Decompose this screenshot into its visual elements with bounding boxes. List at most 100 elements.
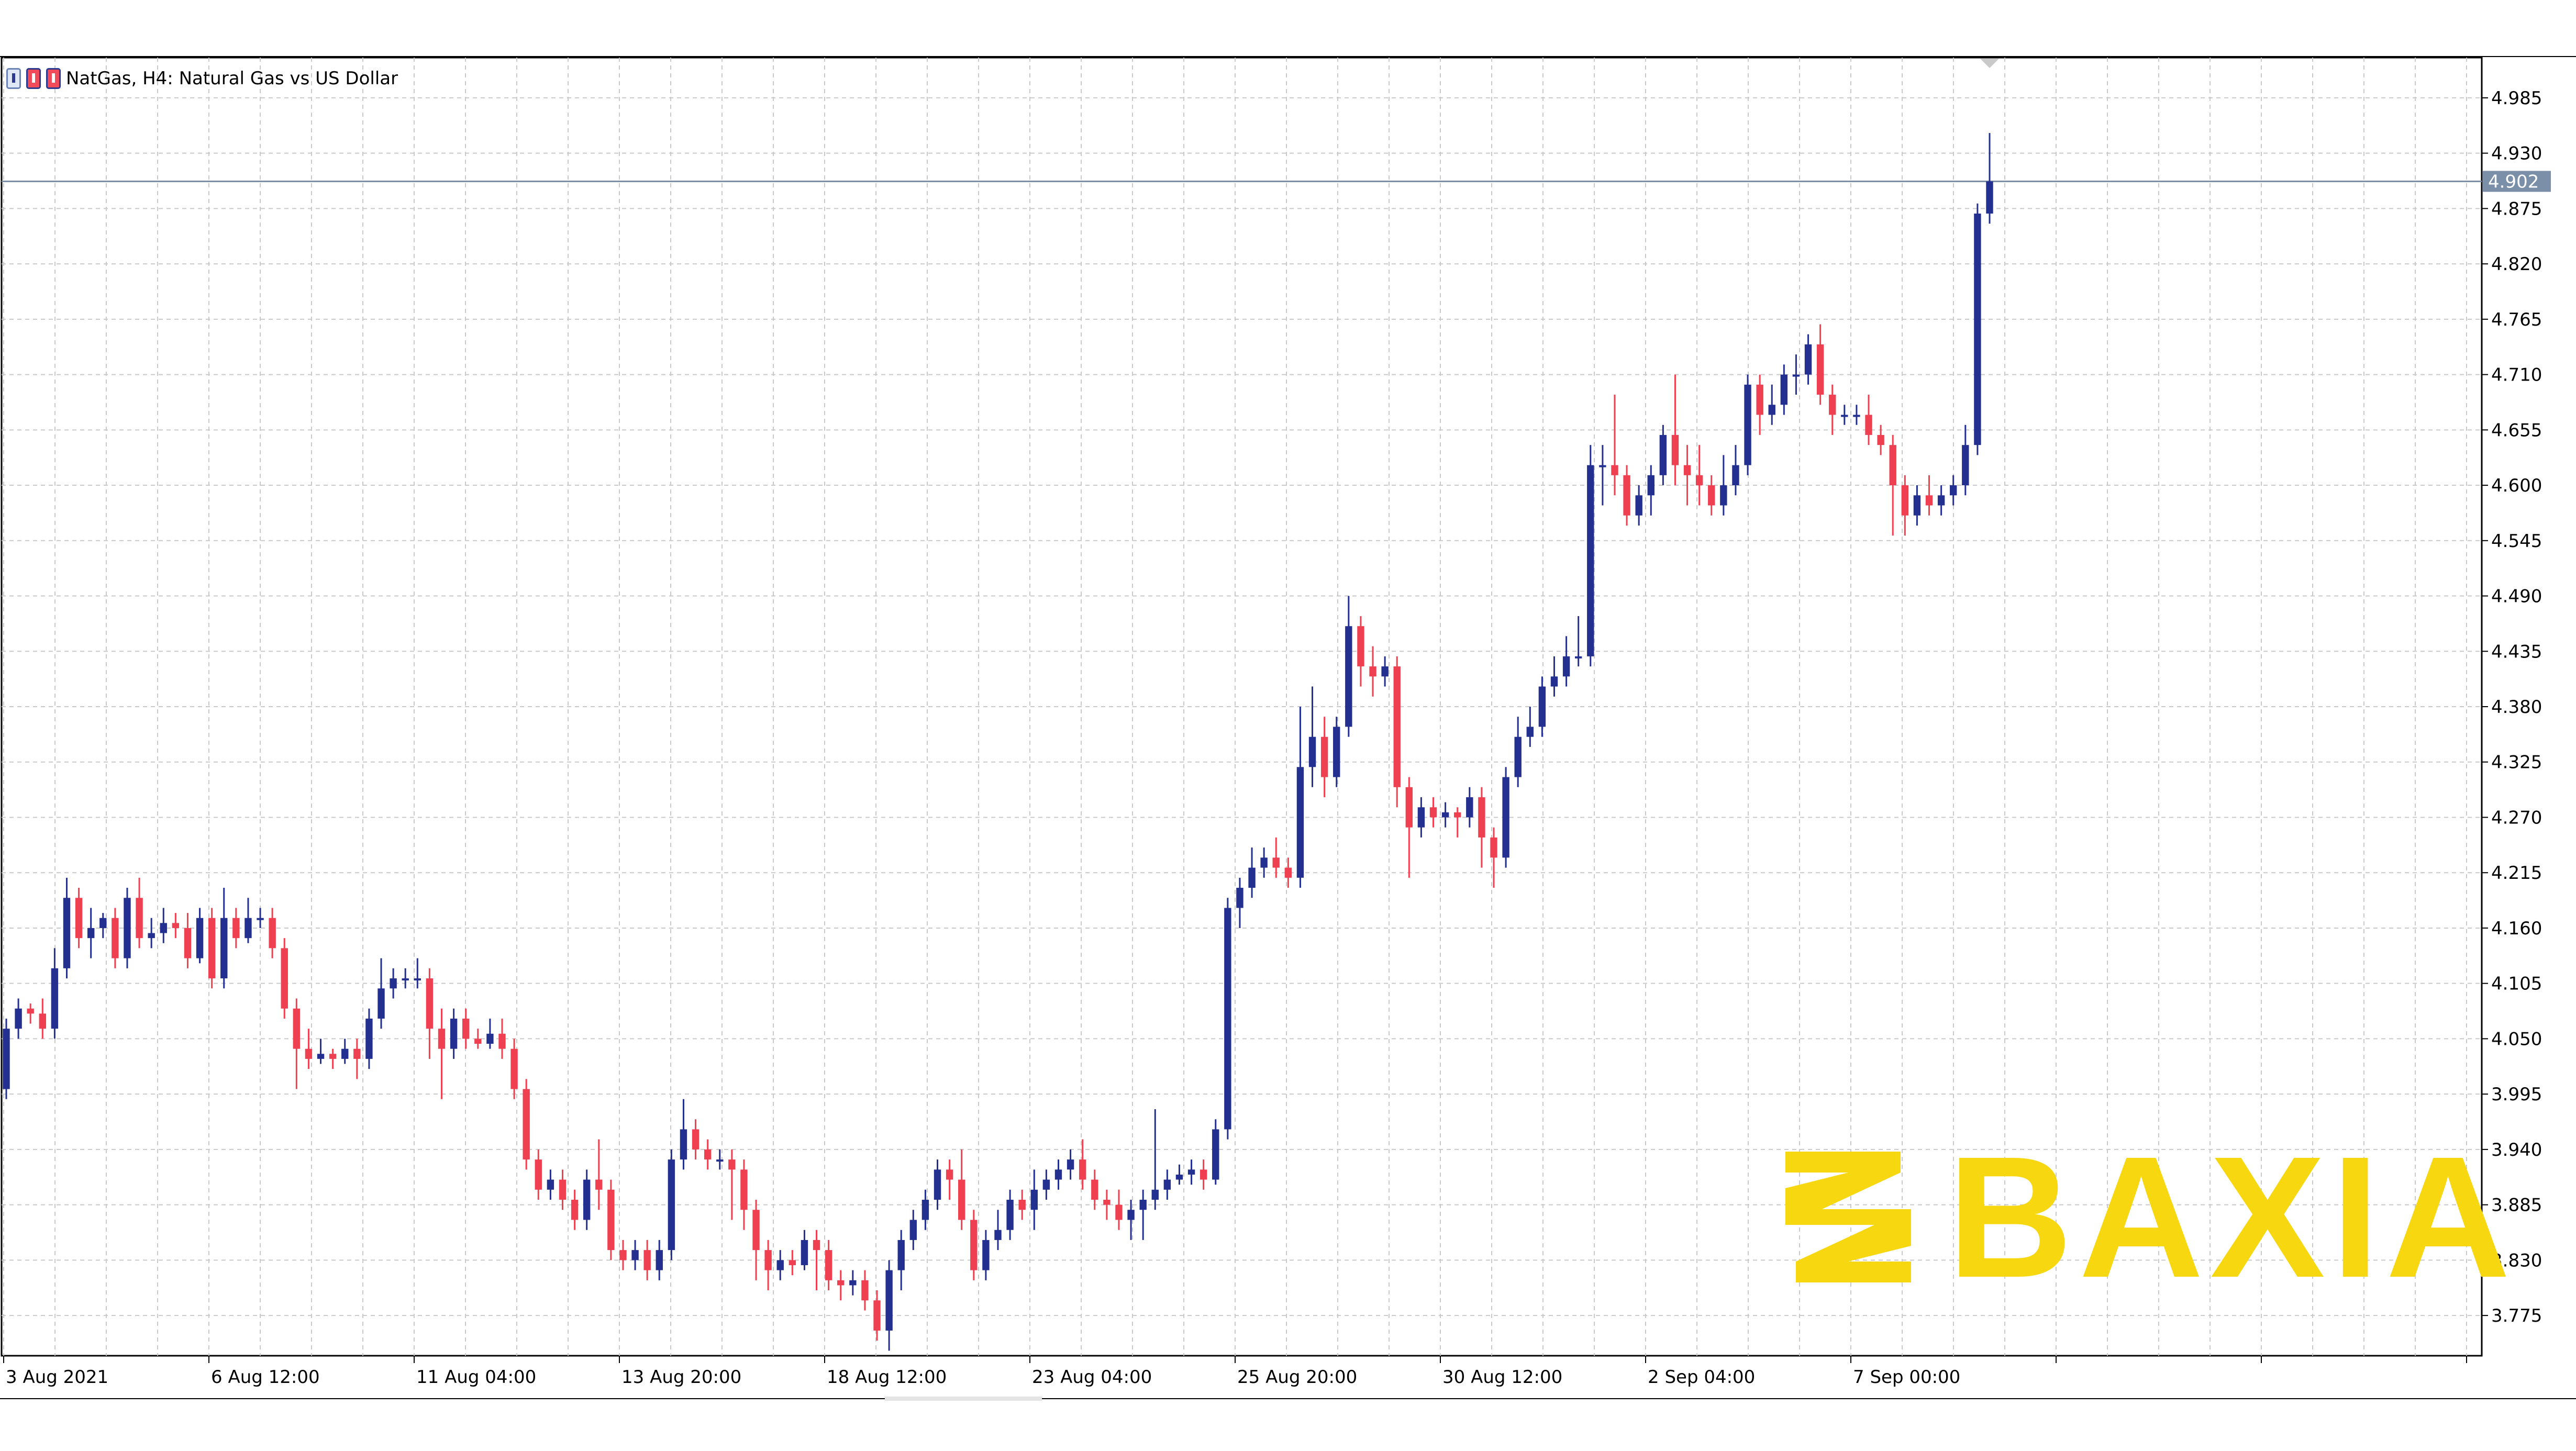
- candle-body: [752, 1210, 760, 1251]
- candle: [1829, 384, 1836, 435]
- candle: [124, 888, 131, 968]
- candle: [245, 898, 252, 943]
- candle-body: [668, 1159, 675, 1251]
- candle-body: [196, 918, 204, 958]
- candle: [1067, 1149, 1074, 1180]
- candle: [1187, 1159, 1195, 1185]
- candle: [1441, 802, 1449, 828]
- candle-body: [377, 988, 385, 1019]
- candle: [353, 1039, 361, 1079]
- candle-body: [643, 1250, 651, 1270]
- candle-body: [172, 923, 180, 928]
- baxia-watermark: BAXIA: [1785, 1131, 2517, 1303]
- candle: [1792, 354, 1800, 395]
- candle: [970, 1210, 978, 1280]
- candle: [1853, 405, 1860, 425]
- candle-body: [498, 1033, 506, 1049]
- candle-body: [825, 1250, 832, 1280]
- chart-title-bar: NatGas, H4: Natural Gas vs US Dollar: [6, 64, 398, 93]
- candle-body: [1454, 812, 1461, 818]
- candle: [547, 1169, 554, 1200]
- current-price-label-bg: [2483, 171, 2551, 192]
- candle: [1562, 636, 1570, 687]
- chart-window-icon[interactable]: [6, 68, 21, 89]
- candle: [365, 1008, 373, 1069]
- candle-body: [921, 1200, 929, 1220]
- candle-body: [873, 1300, 881, 1331]
- symbol-color-icon-2[interactable]: [46, 68, 61, 89]
- candle: [1708, 475, 1715, 516]
- candle: [112, 908, 119, 968]
- candle: [1937, 485, 1945, 516]
- candle-body: [1502, 777, 1509, 858]
- candle: [1780, 364, 1788, 415]
- candle-body: [1296, 767, 1304, 878]
- candles: [3, 133, 1993, 1351]
- candle: [1296, 707, 1304, 888]
- candle-body: [1320, 736, 1328, 777]
- candle: [559, 1169, 567, 1210]
- candle-body: [1913, 495, 1921, 516]
- candle: [1345, 596, 1352, 737]
- candle: [450, 1008, 458, 1059]
- candle-body: [1611, 465, 1618, 475]
- candle-body: [426, 978, 434, 1029]
- candle-body: [87, 928, 95, 939]
- candle-body: [1248, 867, 1256, 888]
- candle-body: [897, 1240, 905, 1270]
- candle-body: [1768, 405, 1775, 415]
- candle: [1429, 797, 1437, 828]
- symbol-color-icon[interactable]: [26, 68, 41, 89]
- candle-body: [317, 1054, 325, 1059]
- candle-body: [1720, 485, 1727, 506]
- candle: [51, 948, 59, 1039]
- candle: [208, 908, 216, 989]
- candle-body: [523, 1089, 530, 1160]
- candle-body: [764, 1250, 772, 1270]
- candle-body: [1079, 1159, 1086, 1180]
- candle: [1514, 717, 1522, 787]
- candle-body: [789, 1260, 796, 1265]
- candle-body: [1986, 181, 1993, 214]
- candle-body: [656, 1250, 663, 1270]
- candle-body: [1018, 1200, 1026, 1210]
- candle-body: [341, 1048, 349, 1059]
- candle-body: [220, 918, 228, 979]
- scroll-indicator[interactable]: [885, 1397, 1042, 1401]
- candle: [438, 1008, 446, 1099]
- candle-body: [1804, 344, 1812, 375]
- candle: [1950, 475, 1957, 506]
- candle-body: [1187, 1169, 1195, 1175]
- candle-body: [813, 1240, 820, 1251]
- candle-body: [1623, 475, 1630, 516]
- candle: [934, 1159, 941, 1210]
- candle-body: [232, 918, 240, 939]
- candle: [414, 958, 421, 989]
- candle: [1901, 475, 1909, 536]
- candle: [1454, 807, 1461, 838]
- candle: [1550, 656, 1558, 697]
- candle: [909, 1210, 917, 1251]
- candle: [1974, 203, 1981, 455]
- candle: [3, 1018, 10, 1099]
- y-tick-label: 4.875: [2491, 198, 2542, 219]
- x-tick-label: 13 Aug 20:00: [621, 1367, 741, 1388]
- y-tick-label: 4.270: [2491, 807, 2542, 828]
- candle-body: [547, 1179, 554, 1190]
- candle-body: [680, 1129, 687, 1160]
- candle: [281, 938, 288, 1019]
- candle: [1913, 485, 1921, 526]
- y-tick-label: 4.765: [2491, 309, 2542, 330]
- y-tick-label: 4.820: [2491, 254, 2542, 275]
- candle-body: [1974, 213, 1981, 445]
- candle: [75, 888, 83, 948]
- candle: [1308, 686, 1316, 787]
- candle-body: [281, 948, 288, 1009]
- candle: [184, 913, 192, 968]
- candle: [752, 1200, 760, 1280]
- baxia-logo-icon: [1785, 1152, 1911, 1282]
- price-axis: 4.985 4.930 4.875 4.820 4.765 4.710 4.655 4.600…: [2482, 88, 2551, 1326]
- candle: [1816, 324, 1824, 405]
- candle: [1333, 717, 1340, 787]
- candle-body: [1587, 465, 1594, 656]
